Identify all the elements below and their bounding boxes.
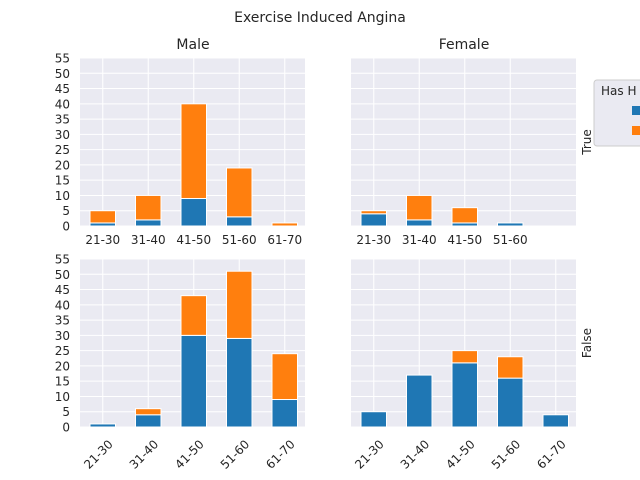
panel-3: 21-30 31-40 41-50 51-60 61-70 — [351, 258, 576, 472]
bar-51-60-series-0 — [497, 222, 524, 227]
bar-61-70-series-1 — [271, 222, 298, 227]
bar-51-60-series-1 — [497, 356, 524, 379]
bar-41-50-series-1 — [451, 350, 478, 364]
x-tick-label: 21-30 — [81, 437, 116, 472]
y-tick-label: 30 — [55, 128, 70, 142]
x-tick-label: 51-60 — [222, 233, 257, 247]
bar-41-50-series-0 — [180, 334, 207, 428]
bar-61-70-series-1 — [271, 353, 298, 401]
y-tick-label: 10 — [55, 390, 70, 404]
bar-41-50-series-0 — [180, 198, 207, 227]
x-tick-label: 21-30 — [352, 437, 387, 472]
bar-41-50-series-1 — [451, 207, 478, 224]
figure-title: Exercise Induced Angina — [234, 10, 406, 26]
y-tick-label: 5 — [62, 405, 70, 419]
y-tick-label: 50 — [55, 67, 70, 81]
x-tick-label: 31-40 — [127, 437, 162, 472]
legend-swatch-series-0 — [632, 106, 640, 115]
bar-21-30-series-1 — [89, 210, 116, 224]
bar-21-30-series-1 — [360, 210, 387, 215]
bar-31-40-series-0 — [406, 374, 433, 428]
y-tick-label: 20 — [55, 359, 70, 373]
bar-21-30-series-0 — [89, 423, 116, 428]
bar-41-50-series-1 — [180, 295, 207, 336]
col-title-female: Female — [439, 37, 490, 53]
y-tick-label: 15 — [55, 375, 70, 389]
y-tick-label: 40 — [55, 298, 70, 312]
y-tick-label: 25 — [55, 143, 70, 157]
bar-41-50-series-1 — [180, 103, 207, 200]
bar-51-60-series-0 — [226, 337, 253, 428]
bar-51-60-series-1 — [226, 167, 253, 218]
y-tick-label: 40 — [55, 97, 70, 111]
y-tick-label: 25 — [55, 344, 70, 358]
x-tick-label: 31-40 — [131, 233, 166, 247]
y-tick-label: 5 — [62, 204, 70, 218]
x-tick-label: 31-40 — [398, 437, 433, 472]
bar-31-40-series-0 — [135, 414, 162, 428]
bar-31-40-series-0 — [135, 219, 162, 227]
y-tick-label: 45 — [55, 82, 70, 96]
y-tick-label: 35 — [55, 314, 70, 328]
legend-swatch-series-1 — [632, 126, 640, 135]
x-tick-label: 41-50 — [176, 233, 211, 247]
legend-box — [593, 79, 640, 147]
bar-41-50-series-0 — [451, 362, 478, 428]
y-tick-label: 55 — [55, 52, 70, 66]
x-tick-label: 31-40 — [402, 233, 437, 247]
bar-61-70-series-0 — [271, 399, 298, 428]
bar-31-40-series-1 — [135, 408, 162, 416]
x-tick-label: 61-70 — [534, 437, 569, 472]
bar-21-30-series-0 — [360, 411, 387, 428]
x-tick-label: 41-50 — [172, 437, 207, 472]
x-tick-label: 21-30 — [85, 233, 120, 247]
y-tick-label: 55 — [55, 253, 70, 267]
legend: Has H — [593, 79, 640, 147]
y-tick-label: 20 — [55, 158, 70, 172]
x-tick-label: 51-60 — [218, 437, 253, 472]
x-tick-label: 21-30 — [356, 233, 391, 247]
bar-51-60-series-0 — [226, 216, 253, 227]
panel-1: 21-30 31-40 41-50 51-60 — [351, 57, 576, 247]
bar-31-40-series-1 — [135, 194, 162, 221]
x-tick-label: 51-60 — [493, 233, 528, 247]
legend-title: Has H — [601, 84, 636, 98]
x-tick-label: 51-60 — [489, 437, 524, 472]
bar-31-40-series-0 — [406, 219, 433, 227]
y-tick-label: 45 — [55, 283, 70, 297]
col-title-male: Male — [176, 37, 209, 53]
y-tick-label: 30 — [55, 329, 70, 343]
y-tick-label: 10 — [55, 189, 70, 203]
y-tick-label: 50 — [55, 268, 70, 282]
row-label-false: False — [580, 328, 594, 358]
panel-background — [351, 58, 576, 226]
row-label-true: True — [580, 129, 594, 156]
x-tick-label: 61-70 — [267, 233, 302, 247]
bar-31-40-series-1 — [406, 194, 433, 221]
bar-51-60-series-0 — [497, 377, 524, 428]
bar-61-70-series-0 — [542, 414, 569, 428]
x-tick-label: 61-70 — [263, 437, 298, 472]
x-tick-label: 41-50 — [447, 233, 482, 247]
y-tick-label: 0 — [62, 220, 70, 234]
x-tick-label: 41-50 — [443, 437, 478, 472]
bar-51-60-series-1 — [226, 270, 253, 339]
y-tick-label: 35 — [55, 113, 70, 127]
y-tick-label: 0 — [62, 421, 70, 435]
y-tick-label: 15 — [55, 174, 70, 188]
bar-21-30-series-0 — [360, 213, 387, 227]
